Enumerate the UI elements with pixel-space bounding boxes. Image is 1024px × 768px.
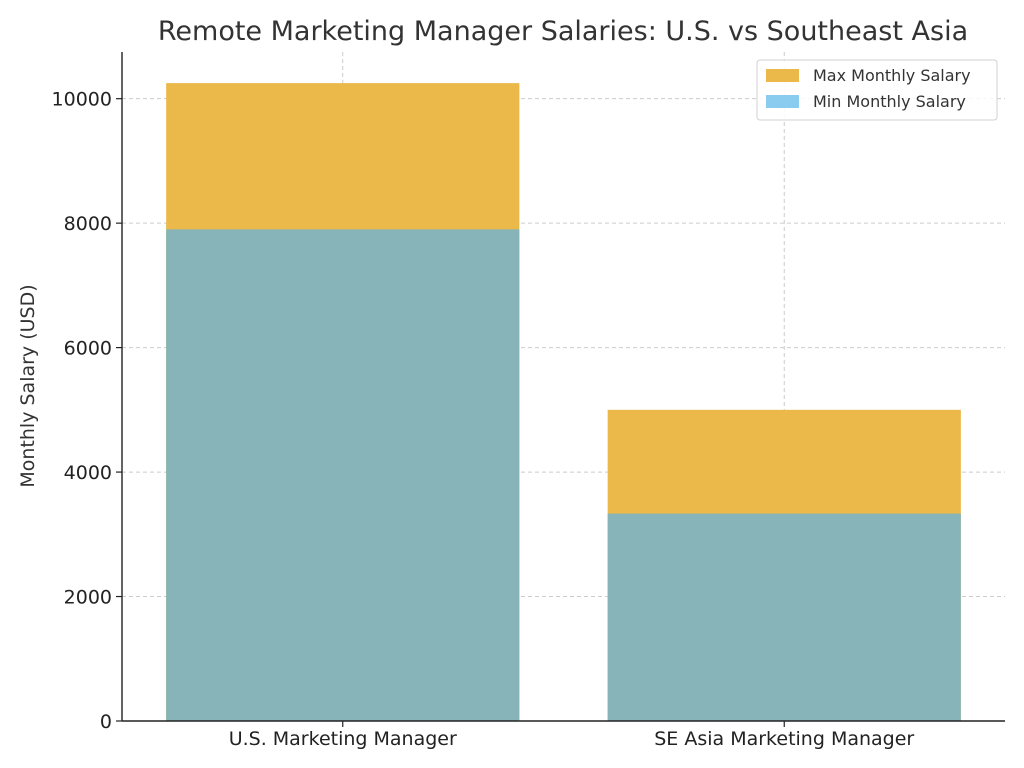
legend-label-1: Min Monthly Salary bbox=[813, 92, 966, 111]
ticks: 0 2000 4000 6000 8000 10000 U.S. Marketing Man… bbox=[52, 89, 915, 750]
legend: Max Monthly Salary Min Monthly Salary bbox=[756, 59, 998, 121]
y-tick-label-0: 0 bbox=[100, 711, 112, 733]
bar-min-1 bbox=[607, 513, 961, 721]
axes bbox=[121, 52, 1005, 722]
y-axis-label: Monthly Salary (USD) bbox=[17, 284, 39, 487]
x-tick-label-1: SE Asia Marketing Manager bbox=[654, 728, 914, 750]
legend-swatch-0 bbox=[766, 69, 799, 82]
legend-swatch-1 bbox=[766, 95, 799, 108]
y-tick-label-1: 2000 bbox=[64, 587, 112, 609]
y-tick-label-4: 8000 bbox=[64, 213, 112, 235]
legend-label-0: Max Monthly Salary bbox=[813, 66, 971, 85]
x-tick-label-0: U.S. Marketing Manager bbox=[229, 728, 457, 750]
y-tick-label-5: 10000 bbox=[52, 89, 112, 111]
y-tick-label-3: 6000 bbox=[64, 338, 112, 360]
bars bbox=[166, 83, 961, 722]
bar-min-0 bbox=[166, 229, 520, 721]
y-tick-label-2: 4000 bbox=[64, 462, 112, 484]
legend-box bbox=[756, 59, 998, 121]
chart-title: Remote Marketing Manager Salaries: U.S. … bbox=[158, 16, 968, 47]
